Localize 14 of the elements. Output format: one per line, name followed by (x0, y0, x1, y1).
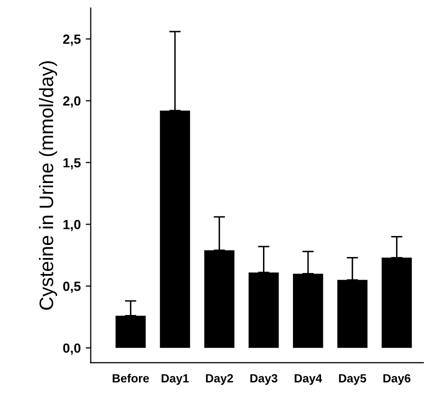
x-tick-label: Day5 (339, 374, 366, 385)
x-tick-label: Day3 (250, 374, 278, 385)
x-tick-label: Before (112, 374, 149, 382)
x-tick-label: Day1 (162, 374, 189, 385)
x-tick-label: Day2 (206, 374, 233, 385)
y-tick-label: 1,5 (63, 158, 81, 170)
y-tick-label: 0,0 (63, 343, 80, 355)
y-tick-label: 0,5 (63, 282, 81, 293)
y-axis-title: Cysteine in Urine (mmol/day) (38, 61, 58, 310)
y-tick-label: 2,0 (63, 96, 80, 108)
x-tick-label: Day6 (383, 374, 410, 385)
y-tick-label: 2,5 (63, 34, 81, 46)
x-tick-label: Day4 (294, 374, 322, 385)
y-tick-label: 1,0 (63, 220, 80, 232)
